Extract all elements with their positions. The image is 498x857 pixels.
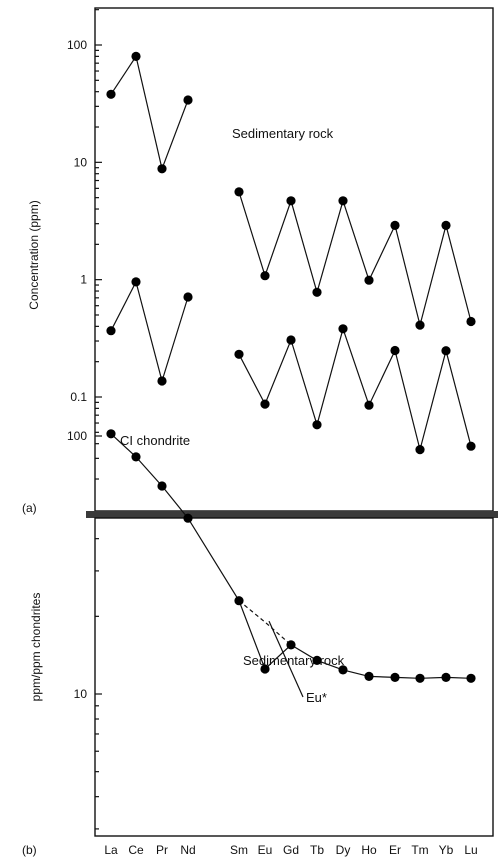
- panel-a-tick-label-1: 1: [80, 273, 87, 287]
- panel-b-data-marks: [106, 429, 476, 698]
- series-sedimentary-rock-normalized-point-eu: [260, 664, 270, 674]
- series-sedimentary-rock-line-segment-1: [110, 54, 189, 171]
- panel-separator-bar: [86, 511, 498, 518]
- series-sedimentary-rock-normalized-point-sm: [234, 596, 244, 606]
- x-tick-label-er: Er: [389, 843, 401, 857]
- series-ci-chondrite-point-la: [106, 326, 116, 336]
- series-ci-chondrite-point-er: [390, 345, 400, 356]
- series-sedimentary-rock-point-tm: [415, 320, 425, 330]
- panel-b-plot-frame: [94, 517, 494, 837]
- series-sedimentary-rock-normalized-point-tb: [312, 655, 322, 666]
- panel-b-y-axis-label: ppm/ppm chondrites: [29, 593, 43, 702]
- panel-b-series-label: Sedimentary rock: [243, 653, 345, 668]
- series-ci-chondrite-point-nd: [183, 292, 193, 302]
- panel-a-label: (a): [22, 501, 37, 515]
- series-ci-chondrite-point-ho: [364, 400, 374, 410]
- series-sedimentary-rock-line-segment-2: [238, 191, 472, 326]
- series-sedimentary-rock-normalized-point-dy: [338, 665, 348, 675]
- series-sedimentary-rock-point-er: [390, 220, 400, 230]
- series-sedimentary-rock-normalized-point-er: [390, 672, 400, 683]
- series-sedimentary-rock-point-nd: [183, 95, 193, 105]
- panel-b-label: (b): [22, 843, 37, 857]
- series-ci-chondrite-line-segment-2: [238, 326, 472, 450]
- panel-a-tick-label-0-1: 0.1: [70, 390, 87, 404]
- panel-a-concentration-chart: Concentration (ppm) (a) Sedimentary rock…: [22, 7, 494, 515]
- series-sedimentary-rock-point-ho: [364, 275, 374, 285]
- series-sedimentary-rock-point-tb: [312, 287, 322, 297]
- series-ci-chondrite-point-dy: [338, 324, 348, 334]
- series-ci-chondrite-point-eu: [260, 399, 270, 409]
- x-tick-label-nd: Nd: [180, 843, 195, 857]
- panel-b-x-tick-labels: La Ce Pr Nd Sm Eu Gd Tb Dy Ho Er Tm Yb Lu: [104, 843, 477, 857]
- panel-b-y-ticks: 100 10: [67, 429, 102, 830]
- series-ci-chondrite-point-sm: [234, 349, 244, 359]
- x-tick-label-la: La: [104, 843, 118, 857]
- legend-label-ci-chondrite: CI chondrite: [120, 433, 190, 448]
- panel-a-y-axis-label: Concentration (ppm): [27, 200, 41, 309]
- panel-a-tick-label-10: 10: [74, 155, 88, 169]
- x-tick-label-lu: Lu: [464, 843, 477, 857]
- x-tick-label-ce: Ce: [128, 843, 144, 857]
- panel-b-tick-label-100: 100: [67, 429, 87, 443]
- series-sedimentary-rock-normalized-point-nd: [183, 513, 193, 523]
- series-sedimentary-rock-point-eu: [260, 271, 270, 281]
- eu-star-label: Eu*: [306, 690, 327, 705]
- series-sedimentary-rock-normalized-point-gd: [286, 640, 296, 650]
- x-tick-label-eu: Eu: [258, 843, 273, 857]
- series-ci-chondrite-point-pr: [157, 376, 167, 386]
- series-ci-chondrite-line-segment-1: [110, 280, 189, 384]
- series-ci-chondrite-point-gd: [286, 335, 296, 345]
- x-tick-label-sm: Sm: [230, 843, 248, 857]
- panel-b-normalized-chart: ppm/ppm chondrites (b) Sedimentary rock …: [22, 429, 494, 857]
- x-tick-label-dy: Dy: [336, 843, 351, 857]
- series-sedimentary-rock-normalized-point-yb: [441, 672, 451, 683]
- eu-star-pointer-line: [268, 620, 304, 698]
- panel-b-tick-label-10: 10: [74, 687, 88, 701]
- series-sedimentary-rock-normalized-point-ho: [364, 671, 374, 682]
- panel-a-tick-label-100: 100: [67, 38, 87, 52]
- x-tick-label-tm: Tm: [411, 843, 428, 857]
- series-sedimentary-rock-point-pr: [157, 164, 167, 174]
- series-ci-chondrite-point-ce: [131, 277, 141, 287]
- panel-a-data-marks: [106, 51, 476, 455]
- series-ci-chondrite-point-yb: [441, 346, 451, 356]
- series-sedimentary-rock-point-lu: [466, 316, 476, 327]
- x-tick-label-ho: Ho: [361, 843, 377, 857]
- series-sedimentary-rock-point-sm: [234, 187, 244, 197]
- series-sedimentary-rock-point-dy: [338, 196, 348, 206]
- series-sedimentary-rock-normalized-point-tm: [415, 673, 425, 683]
- x-tick-label-tb: Tb: [310, 843, 324, 857]
- x-tick-label-pr: Pr: [156, 843, 168, 857]
- x-tick-label-yb: Yb: [439, 843, 454, 857]
- series-ci-chondrite-point-tm: [415, 445, 425, 455]
- series-sedimentary-rock-point-ce: [131, 51, 141, 62]
- series-sedimentary-rock-point-yb: [441, 220, 451, 230]
- legend-label-sedimentary-rock: Sedimentary rock: [232, 126, 334, 141]
- series-sedimentary-rock-point-la: [106, 89, 116, 99]
- x-tick-label-gd: Gd: [283, 843, 299, 857]
- series-sedimentary-rock-normalized-point-la: [106, 429, 116, 439]
- series-sedimentary-rock-normalized-point-lu: [466, 673, 476, 683]
- series-sedimentary-rock-normalized-point-ce: [131, 452, 141, 462]
- series-ci-chondrite-point-tb: [312, 420, 322, 430]
- series-sedimentary-rock-point-gd: [286, 196, 296, 206]
- series-ci-chondrite-point-lu: [466, 441, 476, 451]
- series-sedimentary-rock-normalized-point-pr: [157, 481, 167, 491]
- eu-star-interpolation-line: [238, 600, 292, 646]
- panel-a-y-ticks: 100 10 1 0.1: [67, 9, 102, 480]
